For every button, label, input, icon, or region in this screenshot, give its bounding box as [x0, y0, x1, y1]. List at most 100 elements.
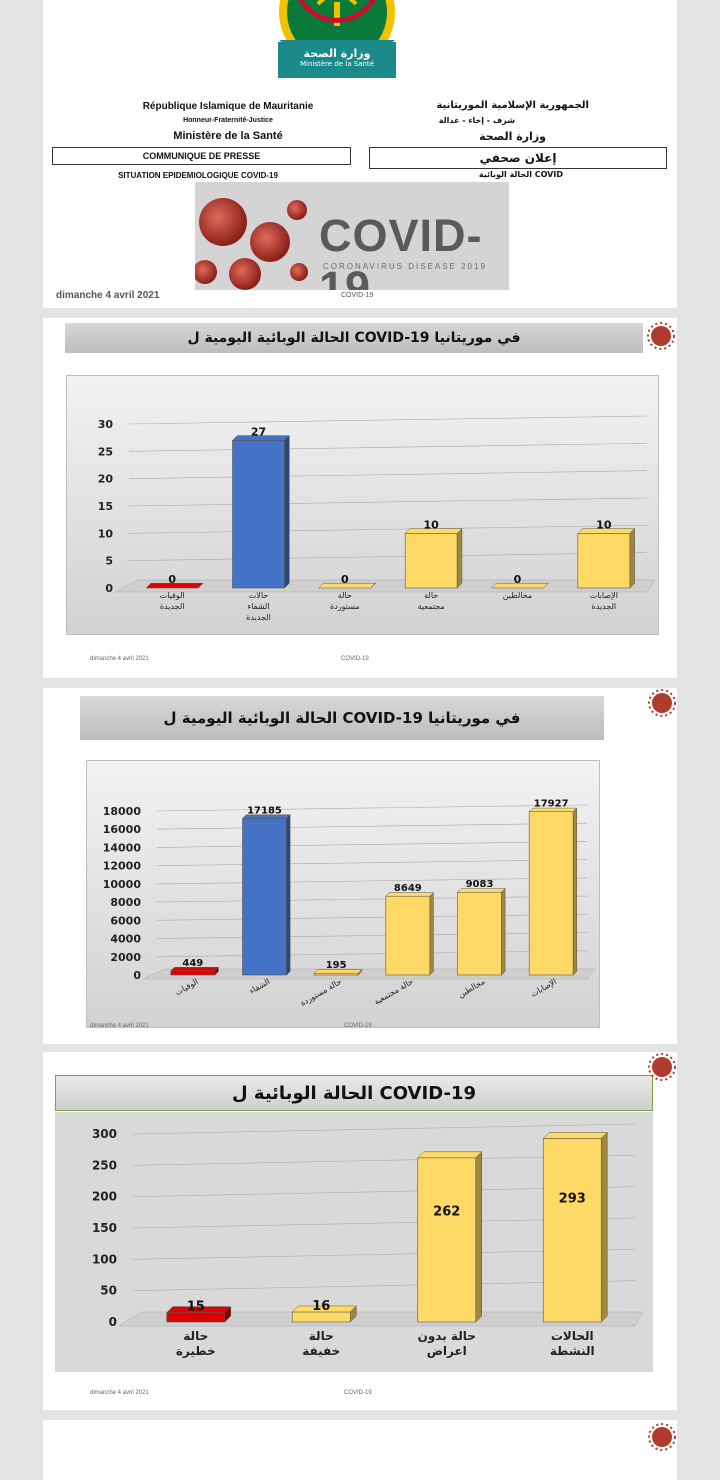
x-tick-label: حالة مجتمعية [372, 977, 414, 1007]
slide-daily-chart: الحالة الوبائية اليومية ل COVID-19 في مو… [43, 318, 677, 678]
gridline [156, 822, 588, 830]
bar [456, 888, 506, 976]
banner-title: COVID-19 [319, 210, 483, 290]
bar-chart-cumulative: 0 2000 4000 6000 8000 10000 12000 14000 16000 180… [103, 799, 596, 1008]
country-fr: République Islamique de Mauritanie [142, 101, 314, 112]
ministry-emblem-icon [278, 0, 396, 78]
y-tick-label: 25 [98, 445, 113, 458]
x-tick-label: حالة مجتمعية [418, 591, 445, 611]
y-tick-label: 6000 [110, 914, 141, 927]
y-tick-label: 15 [98, 500, 113, 513]
banner-subtitle: CORONAVIRUS DISEASE 2019 [323, 262, 487, 271]
data-label: 15 [187, 1300, 205, 1315]
slide-title: الحالة الوبائية اليومية ل COVID-19 في مو… [65, 323, 643, 353]
footer-center: COVID-19 [341, 292, 374, 299]
bar [170, 966, 220, 976]
y-tick-label: 0 [105, 582, 113, 595]
data-label: 16 [312, 1299, 330, 1314]
y-tick-label: 30 [98, 418, 114, 431]
bar [542, 1131, 608, 1323]
x-tick-label: حالة خفيفة [302, 1329, 340, 1358]
y-tick-label: 8000 [110, 896, 141, 909]
footer-date: dimanche 4 avril 2021 [56, 290, 160, 301]
bar-chart-active: 0 50 100 150 200 250 300 15 حالة خطيرة 16 حالة خفيفة… [92, 1123, 644, 1358]
y-tick-label: 18000 [103, 805, 142, 818]
y-tick-label: 16000 [103, 823, 142, 836]
gridline [156, 914, 588, 921]
x-tick-label: مخالطين [457, 977, 487, 999]
y-tick-label: 2000 [110, 951, 141, 964]
bar [528, 807, 578, 976]
bar [166, 1305, 232, 1323]
data-label: 262 [433, 1204, 460, 1219]
virus-icon [648, 1053, 676, 1081]
bar [241, 814, 291, 976]
y-tick-label: 4000 [110, 933, 141, 946]
footer-center: COVID-19 [344, 1390, 372, 1396]
situation-ar: الحالة الوبائية COVID [478, 170, 563, 179]
gridline [156, 859, 588, 866]
covid-banner: COVID-19 CORONAVIRUS DISEASE 2019 [195, 182, 509, 290]
virus-cluster-icon [195, 198, 308, 290]
y-tick-label: 200 [92, 1190, 117, 1204]
situation-fr: SITUATION EPIDEMIOLOGIQUE COVID-19 [118, 171, 278, 180]
y-tick-label: 250 [92, 1158, 117, 1172]
press-box-fr: COMMUNIQUE DE PRESSE [52, 147, 351, 165]
x-tick-label: الحالات النشطة [550, 1329, 595, 1358]
country-ar: الجمهورية الإسلامية الموريتانية [436, 100, 589, 111]
motto-fr: Honneur-Fraternité-Justice [183, 117, 273, 124]
gridline [156, 932, 588, 939]
data-label: 293 [559, 1192, 586, 1207]
y-tick-label: 150 [92, 1221, 117, 1235]
footer-date: dimanche 4 avril 2021 [90, 656, 149, 662]
slide-cumulative-chart: الحالة الوبائية اليومية ل COVID-19 في مو… [43, 688, 677, 1044]
y-tick-label: 20 [98, 473, 114, 486]
y-tick-label: 12000 [103, 860, 142, 873]
motto-ar: شرف - إخاء - عدالة [438, 116, 515, 125]
y-tick-label: 5 [105, 555, 113, 568]
gridline [128, 415, 648, 425]
gridline [128, 470, 648, 479]
chart-area: 0 50 100 150 200 250 300 15 حالة خطيرة 16 حالة خفيفة… [55, 1112, 653, 1372]
bar [404, 527, 463, 589]
y-tick-label: 0 [109, 1315, 117, 1329]
slide-active-cases-chart: الحالة الوبائية ل COVID-19 0 50 100 150 200 2… [43, 1052, 677, 1410]
virus-icon [648, 1423, 676, 1451]
data-label: 17927 [534, 799, 569, 810]
y-tick-label: 300 [92, 1127, 117, 1141]
gridline [128, 443, 648, 452]
x-tick-label: مخالطين [503, 591, 532, 600]
y-tick-label: 10 [98, 527, 114, 540]
slide-title: الحالة الوبائية ل COVID-19 [55, 1075, 653, 1111]
bar [385, 891, 435, 976]
bar [291, 1305, 357, 1323]
press-box-ar: إعلان صحفي [369, 147, 667, 169]
x-tick-label: الإصابات [529, 977, 558, 1000]
emblem-label-fr: Ministère de la Santé [300, 60, 374, 68]
data-label: 10 [596, 518, 612, 531]
chart-area: 0 2000 4000 6000 8000 10000 12000 14000 16000 180… [86, 760, 600, 1028]
gridline [156, 804, 588, 812]
data-label: 10 [424, 518, 440, 531]
x-tick-label: الشفاء [248, 977, 272, 996]
gridline [128, 525, 648, 534]
data-label: 0 [341, 573, 349, 586]
data-label: 0 [514, 573, 522, 586]
ministry-ar: وزارة الصحة [479, 130, 546, 143]
y-tick-label: 100 [92, 1252, 117, 1266]
x-tick-label: حالة بدون اعراض [418, 1329, 476, 1358]
x-tick-label: حالة خطيرة [176, 1329, 216, 1358]
bar-chart-daily: 0 5 10 15 20 25 30 0 الوفيات الجديدة 27 حالات الشفاء… [98, 415, 656, 622]
slide-title: الحالة الوبائية اليومية ل COVID-19 في مو… [80, 696, 604, 740]
bar [313, 969, 363, 976]
footer-date: dimanche 4 avril 2021 [90, 1023, 149, 1029]
data-label: 9083 [466, 879, 494, 890]
footer-center: COVID-19 [344, 1023, 372, 1029]
gridline [156, 950, 588, 958]
x-tick-label: حالة مستوردة [330, 591, 360, 611]
data-label: 27 [251, 425, 266, 438]
bar [318, 582, 377, 589]
chart-area: 0 5 10 15 20 25 30 0 الوفيات الجديدة 27 حالات الشفاء… [66, 375, 659, 635]
data-label: 0 [168, 573, 176, 586]
gridline [128, 497, 648, 507]
